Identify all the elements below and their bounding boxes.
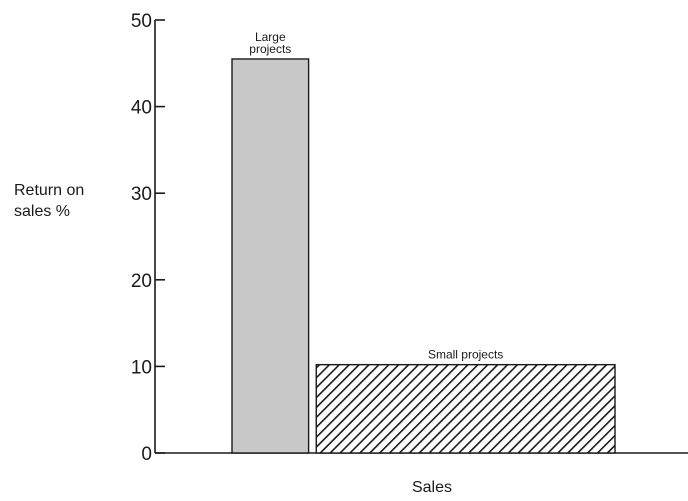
y-tick-label: 10 bbox=[131, 357, 152, 378]
bars-layer bbox=[231, 58, 616, 454]
bar-label-1: Small projects bbox=[428, 348, 503, 362]
bar-1 bbox=[315, 363, 616, 454]
x-axis-label: Sales bbox=[412, 479, 452, 496]
y-tick-label: 0 bbox=[141, 444, 152, 465]
bar-label-0: Large projects bbox=[249, 30, 291, 56]
y-tick-label: 50 bbox=[131, 11, 152, 32]
labels-layer: Large projects Small projects bbox=[249, 30, 503, 362]
y-tick-label: 30 bbox=[131, 184, 152, 205]
y-axis-label: Return on sales % bbox=[14, 182, 84, 220]
y-tick-label: 40 bbox=[131, 98, 152, 119]
bar-0 bbox=[231, 58, 310, 454]
y-tick-label: 20 bbox=[131, 271, 152, 292]
